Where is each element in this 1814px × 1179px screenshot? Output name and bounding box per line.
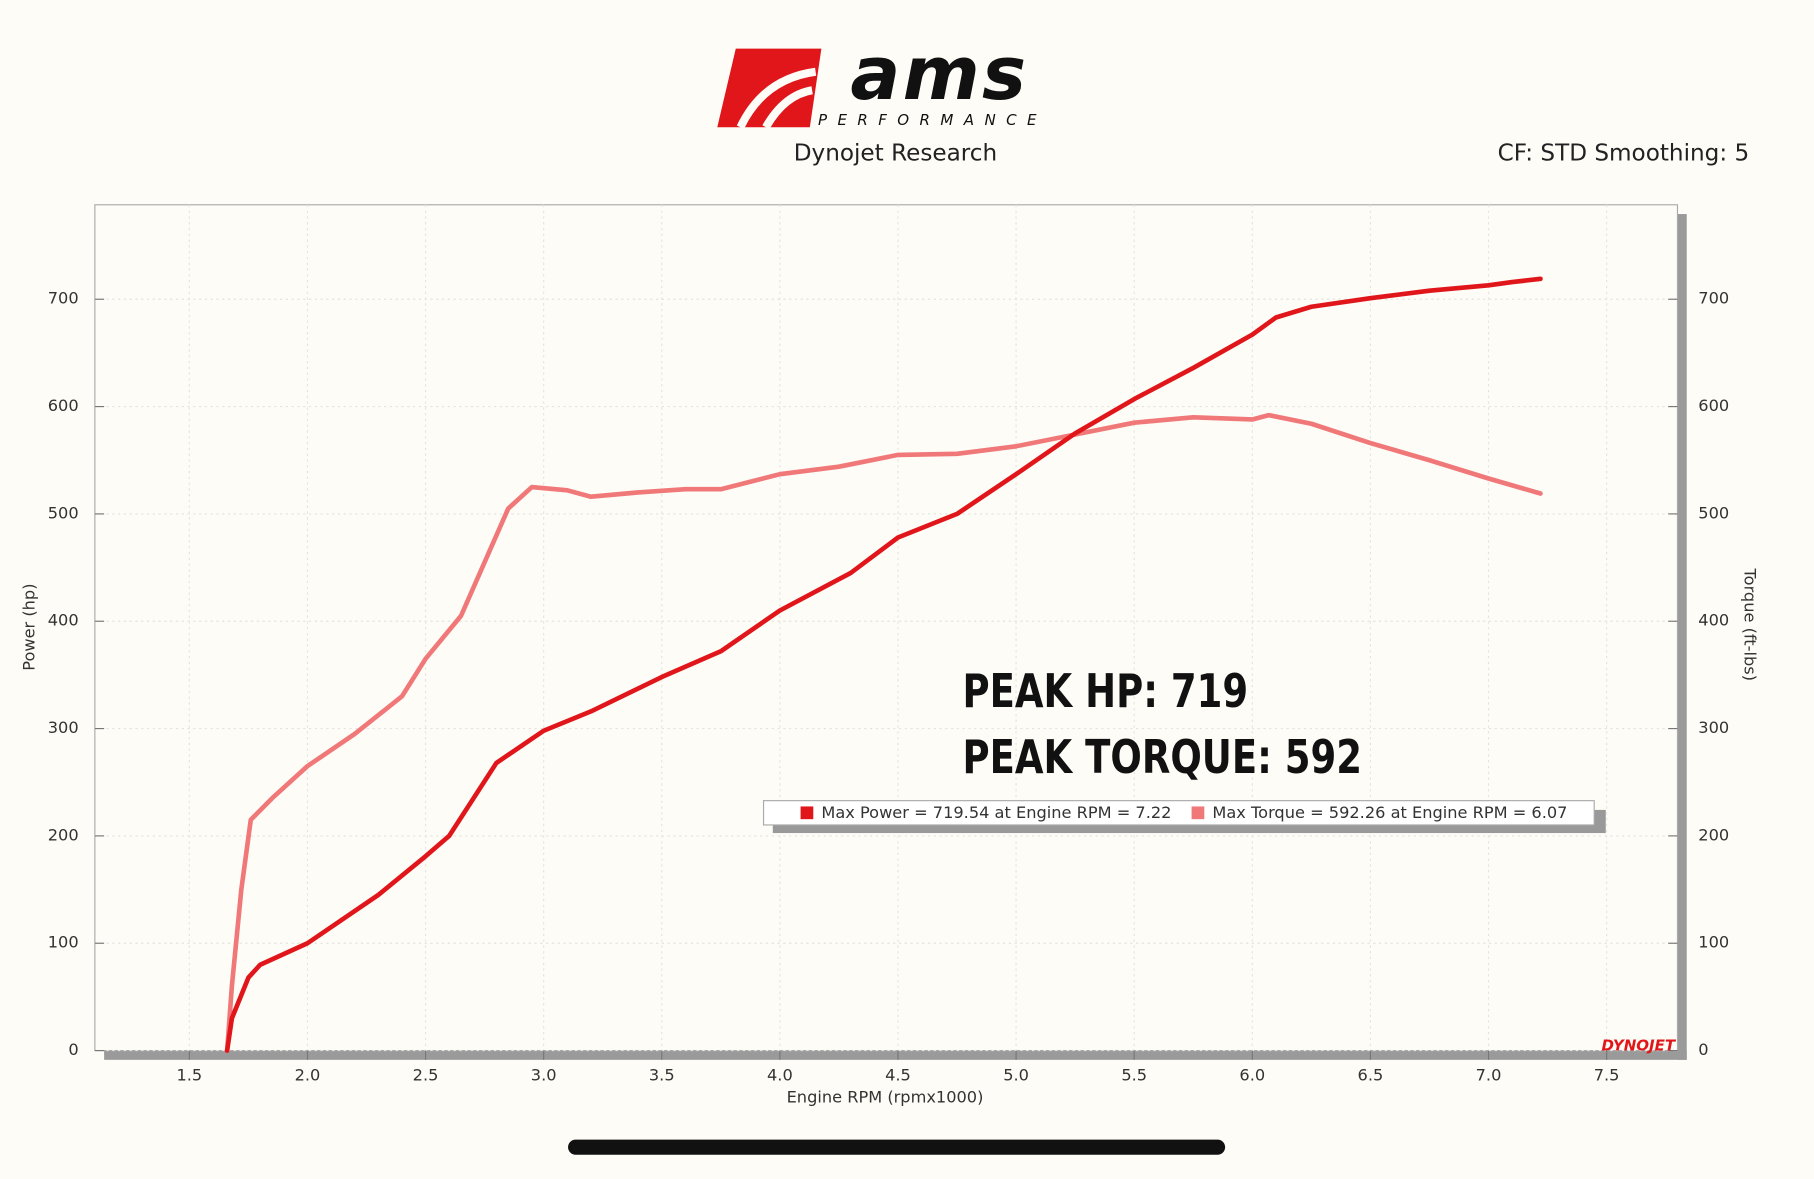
series-line bbox=[224, 412, 1543, 1053]
grid bbox=[94, 204, 1678, 1052]
x-tick-label: 2.5 bbox=[413, 1066, 439, 1085]
x-tick-label: 6.0 bbox=[1239, 1066, 1265, 1085]
y-tick-label: 600 bbox=[48, 396, 79, 415]
y2-tick-label: 100 bbox=[1698, 933, 1729, 952]
y-axis-label: Power (hp) bbox=[20, 583, 39, 670]
home-indicator bbox=[568, 1139, 1226, 1155]
x-tick-label: 4.5 bbox=[885, 1066, 911, 1085]
frame-shadow bbox=[104, 1050, 1687, 1060]
legend-swatch bbox=[800, 806, 814, 820]
frame-shadow bbox=[1677, 214, 1687, 1060]
y2-tick-label: 400 bbox=[1698, 611, 1729, 630]
y-tick-label: 100 bbox=[48, 933, 79, 952]
x-tick-label: 1.5 bbox=[176, 1066, 202, 1085]
x-tick-label: 3.5 bbox=[649, 1066, 675, 1085]
watermark: DYNOJET bbox=[1602, 1036, 1677, 1054]
logo-mark bbox=[717, 48, 822, 130]
header-right: CF: STD Smoothing: 5 bbox=[1498, 140, 1750, 166]
brand: ams bbox=[850, 31, 1028, 117]
x-tick-label: 7.5 bbox=[1594, 1066, 1620, 1085]
annotation: PEAK TORQUE: 592 bbox=[963, 730, 1363, 784]
x-tick-label: 5.0 bbox=[1003, 1066, 1029, 1085]
y-tick-label: 500 bbox=[48, 503, 79, 522]
legend-entry: Max Torque = 592.26 at Engine RPM = 6.07 bbox=[1212, 803, 1567, 822]
annotation: PEAK HP: 719 bbox=[963, 664, 1249, 718]
legend bbox=[762, 800, 1595, 826]
x-tick-label: 2.0 bbox=[295, 1066, 321, 1085]
y2-axis-label: Torque (ft-lbs) bbox=[1741, 568, 1760, 682]
series-line bbox=[224, 276, 1543, 1053]
legend-entry: Max Power = 719.54 at Engine RPM = 7.22 bbox=[821, 803, 1171, 822]
x-tick-label: 5.5 bbox=[1121, 1066, 1147, 1085]
x-tick-label: 4.0 bbox=[767, 1066, 793, 1085]
x-axis-label: Engine RPM (rpmx1000) bbox=[787, 1088, 984, 1107]
y-tick-label: 400 bbox=[48, 611, 79, 630]
y2-tick-label: 600 bbox=[1698, 396, 1729, 415]
y2-tick-label: 700 bbox=[1698, 289, 1729, 308]
y2-tick-label: 500 bbox=[1698, 503, 1729, 522]
y-tick-label: 700 bbox=[48, 289, 79, 308]
x-tick-label: 3.0 bbox=[531, 1066, 557, 1085]
legend-swatch bbox=[1191, 806, 1205, 820]
y-tick-label: 200 bbox=[48, 825, 79, 844]
x-tick-label: 6.5 bbox=[1358, 1066, 1384, 1085]
y-tick-label: 300 bbox=[48, 718, 79, 737]
y2-tick-label: 200 bbox=[1698, 825, 1729, 844]
x-tick-label: 7.0 bbox=[1476, 1066, 1502, 1085]
y-tick-label: 0 bbox=[68, 1040, 78, 1059]
lines bbox=[224, 276, 1543, 1053]
chart-title: Dynojet Research bbox=[794, 140, 997, 166]
ticks: 1.5 2.0 2.5 3.0 3.5 4.0 4.5 5.0 5.5 6.0 6.5 7.0 7.5 0… bbox=[48, 289, 1729, 1085]
brand-tagline: PERFORMANCE bbox=[818, 111, 1047, 129]
y2-tick-label: 300 bbox=[1698, 718, 1729, 737]
y2-tick-label: 0 bbox=[1698, 1040, 1708, 1059]
